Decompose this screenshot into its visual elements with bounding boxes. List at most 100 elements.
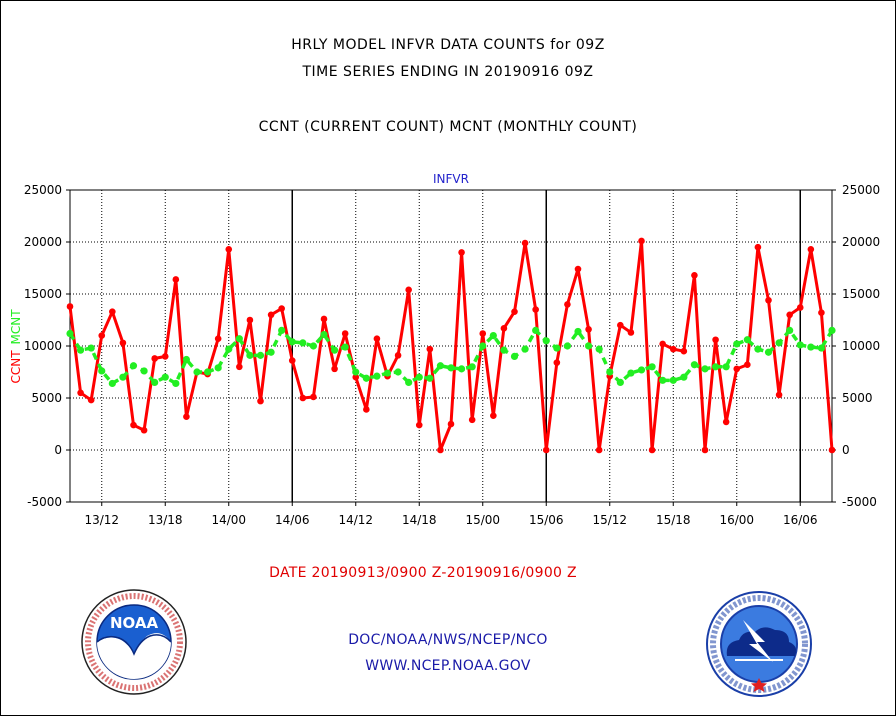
noaa-logo: NOAA [81, 589, 187, 695]
data-point-ccnt [712, 336, 719, 344]
data-point-mcnt [521, 345, 529, 353]
data-point-mcnt [627, 369, 635, 377]
data-point-mcnt [140, 367, 148, 375]
y-tick-label-left: -5000 [27, 495, 62, 509]
data-point-ccnt [701, 446, 709, 454]
data-point-ccnt [341, 330, 349, 337]
data-point-mcnt [553, 344, 561, 352]
data-point-mcnt [500, 346, 508, 354]
data-point-ccnt [310, 393, 317, 401]
chart-svg: -5000 -5000 0 0 5000 5000 10000 10000 15000 15000… [9, 172, 880, 527]
data-point-ccnt [659, 340, 666, 348]
x-tick-label: 15/18 [656, 513, 691, 527]
data-point-mcnt [479, 342, 487, 350]
footer-org: DOC/NOAA/NWS/NCEP/NCO [348, 632, 548, 648]
data-point-ccnt [161, 353, 169, 360]
data-point-ccnt [236, 363, 243, 371]
x-tick-label: 14/18 [402, 513, 437, 527]
data-point-ccnt [320, 315, 328, 323]
chart-subtitle: CCNT (CURRENT COUNT) MCNT (MONTHLY COUNT… [258, 119, 638, 135]
data-point-mcnt [722, 363, 730, 371]
data-point-mcnt [701, 365, 709, 373]
data-point-ccnt [331, 365, 338, 373]
data-point-mcnt [98, 367, 106, 375]
data-point-mcnt [489, 332, 497, 340]
data-point-ccnt [426, 345, 434, 353]
data-point-ccnt [744, 361, 751, 369]
data-point-mcnt [447, 364, 455, 372]
data-point-mcnt [108, 379, 116, 388]
data-point-ccnt [394, 352, 402, 359]
data-point-ccnt [246, 316, 254, 324]
x-tick-label: 15/12 [592, 513, 627, 527]
data-point-mcnt [235, 335, 243, 343]
x-tick-label: 13/18 [148, 513, 183, 527]
data-point-mcnt [711, 363, 720, 371]
data-point-ccnt [500, 325, 508, 332]
data-point-ccnt [87, 396, 95, 404]
data-point-ccnt [669, 345, 677, 353]
data-point-ccnt [437, 446, 444, 454]
data-point-ccnt [98, 332, 106, 339]
data-point-mcnt [733, 340, 741, 348]
x-tick-label: 15/00 [465, 513, 500, 527]
data-point-ccnt [352, 373, 360, 381]
data-point-mcnt [468, 363, 476, 371]
data-point-mcnt [690, 361, 699, 369]
y-tick-label-left: 20000 [24, 235, 62, 249]
x-tick-label: 16/06 [783, 513, 818, 527]
data-point-mcnt [754, 345, 762, 353]
data-point-ccnt [288, 357, 296, 364]
data-point-ccnt [818, 309, 825, 317]
data-point-ccnt [595, 446, 603, 454]
data-point-mcnt [288, 338, 296, 346]
data-point-ccnt [405, 286, 412, 294]
data-point-ccnt [183, 413, 190, 421]
data-point-ccnt [490, 412, 497, 419]
data-point-ccnt [722, 418, 730, 426]
data-point-ccnt [691, 271, 698, 279]
data-point-mcnt [203, 368, 212, 376]
data-point-mcnt [341, 343, 349, 351]
data-point-ccnt [119, 339, 127, 347]
data-point-ccnt [415, 421, 423, 429]
data-point-ccnt [447, 420, 455, 428]
data-point-ccnt [257, 397, 264, 405]
y-tick-label-left: 15000 [24, 287, 62, 301]
data-point-ccnt [66, 303, 74, 310]
data-point-mcnt [182, 355, 191, 364]
data-point-ccnt [532, 306, 539, 313]
data-point-ccnt [638, 237, 645, 245]
chart-title-line1: HRLY MODEL INFVR DATA COUNTS for 09Z [291, 37, 605, 53]
chart-title-line2: TIME SERIES ENDING IN 20190916 09Z [302, 64, 594, 80]
data-point-mcnt [172, 379, 180, 388]
data-point-ccnt [585, 326, 592, 333]
data-point-mcnt [764, 348, 773, 356]
data-point-mcnt [394, 368, 402, 376]
data-point-mcnt [637, 366, 646, 374]
data-point-mcnt [76, 346, 85, 354]
data-point-ccnt [363, 406, 370, 413]
y-tick-label-right: 15000 [842, 287, 880, 301]
data-point-ccnt [542, 446, 550, 454]
data-point-ccnt [775, 391, 783, 399]
noaa-logo-text: NOAA [110, 614, 159, 632]
data-point-mcnt [129, 362, 138, 370]
footer-url: WWW.NCEP.NOAA.GOV [365, 658, 531, 674]
data-point-ccnt [214, 335, 222, 343]
data-point-mcnt [563, 342, 572, 350]
x-tick-label: 14/06 [275, 513, 310, 527]
data-point-ccnt [479, 330, 487, 337]
data-point-mcnt [299, 339, 307, 347]
data-point-ccnt [299, 394, 307, 402]
data-point-mcnt [415, 373, 423, 381]
data-point-mcnt [278, 326, 286, 334]
data-point-mcnt [807, 343, 815, 351]
data-point-ccnt [521, 239, 529, 247]
data-point-mcnt [532, 326, 540, 334]
data-point-mcnt [246, 351, 254, 359]
data-point-mcnt [225, 345, 233, 353]
data-point-mcnt [193, 368, 201, 376]
data-point-mcnt [828, 326, 836, 334]
y-tick-label-left: 25000 [24, 183, 62, 197]
